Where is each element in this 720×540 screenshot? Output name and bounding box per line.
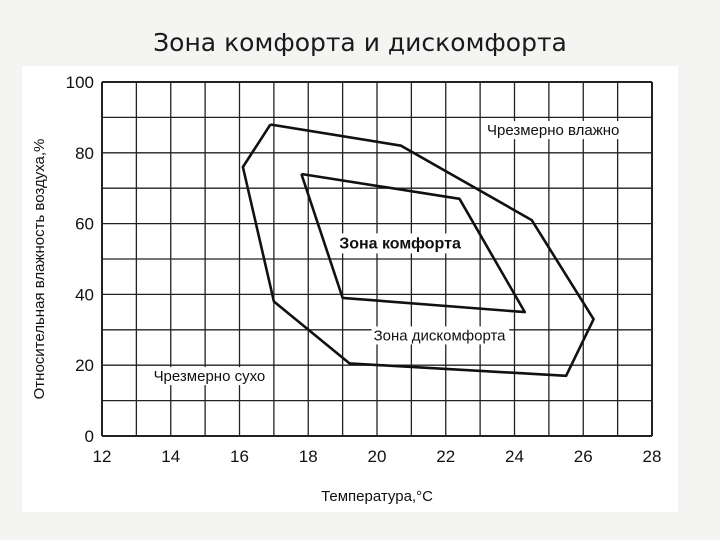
x-axis-label: Температура,°C	[321, 488, 433, 505]
x-tick-label: 24	[505, 447, 524, 466]
y-tick-label: 40	[75, 285, 94, 304]
tick-labels: 12 14 16 18 20 22 24 26 28 0 20 40 60 80 100	[66, 73, 662, 466]
annotation-label: Зона дискомфорта	[374, 327, 507, 344]
x-tick-label: 22	[436, 447, 455, 466]
y-tick-label: 20	[75, 356, 94, 375]
y-tick-label: 100	[66, 73, 94, 92]
chart-panel: 12 14 16 18 20 22 24 26 28 0 20 40 60 80 100 Чрезмерно…	[22, 66, 678, 512]
y-axis-label: Относительная влажность воздуха,%	[31, 139, 48, 400]
page-title: Зона комфорта и дискомфорта	[153, 28, 567, 57]
x-tick-label: 16	[230, 447, 249, 466]
series-lines	[241, 123, 595, 378]
y-tick-label: 60	[75, 215, 94, 234]
x-tick-label: 20	[368, 447, 387, 466]
annotation-backing	[371, 326, 510, 345]
x-tick-label: 18	[299, 447, 318, 466]
x-tick-label: 12	[93, 447, 112, 466]
x-tick-label: 26	[574, 447, 593, 466]
annotation-backing	[485, 121, 623, 140]
x-tick-label: 28	[643, 447, 662, 466]
annotation-label: Чрезмерно влажно	[487, 122, 619, 139]
comfort-zone-chart: 12 14 16 18 20 22 24 26 28 0 20 40 60 80 100 Чрезмерно…	[31, 73, 662, 505]
y-tick-label: 0	[85, 427, 94, 446]
x-tick-label: 14	[161, 447, 180, 466]
annotation-label: Чрезмерно сухо	[154, 368, 266, 385]
annotation-backing	[151, 367, 272, 386]
annotation-backing	[337, 233, 468, 254]
comfort-zone-line	[300, 172, 527, 314]
y-tick-label: 80	[75, 144, 94, 163]
grid	[101, 81, 653, 437]
annotations: Чрезмерно влажно Зона комфорта Зона диском…	[151, 121, 623, 386]
annotation-label: Зона комфорта	[339, 235, 461, 252]
discomfort-zone-line	[241, 123, 595, 378]
